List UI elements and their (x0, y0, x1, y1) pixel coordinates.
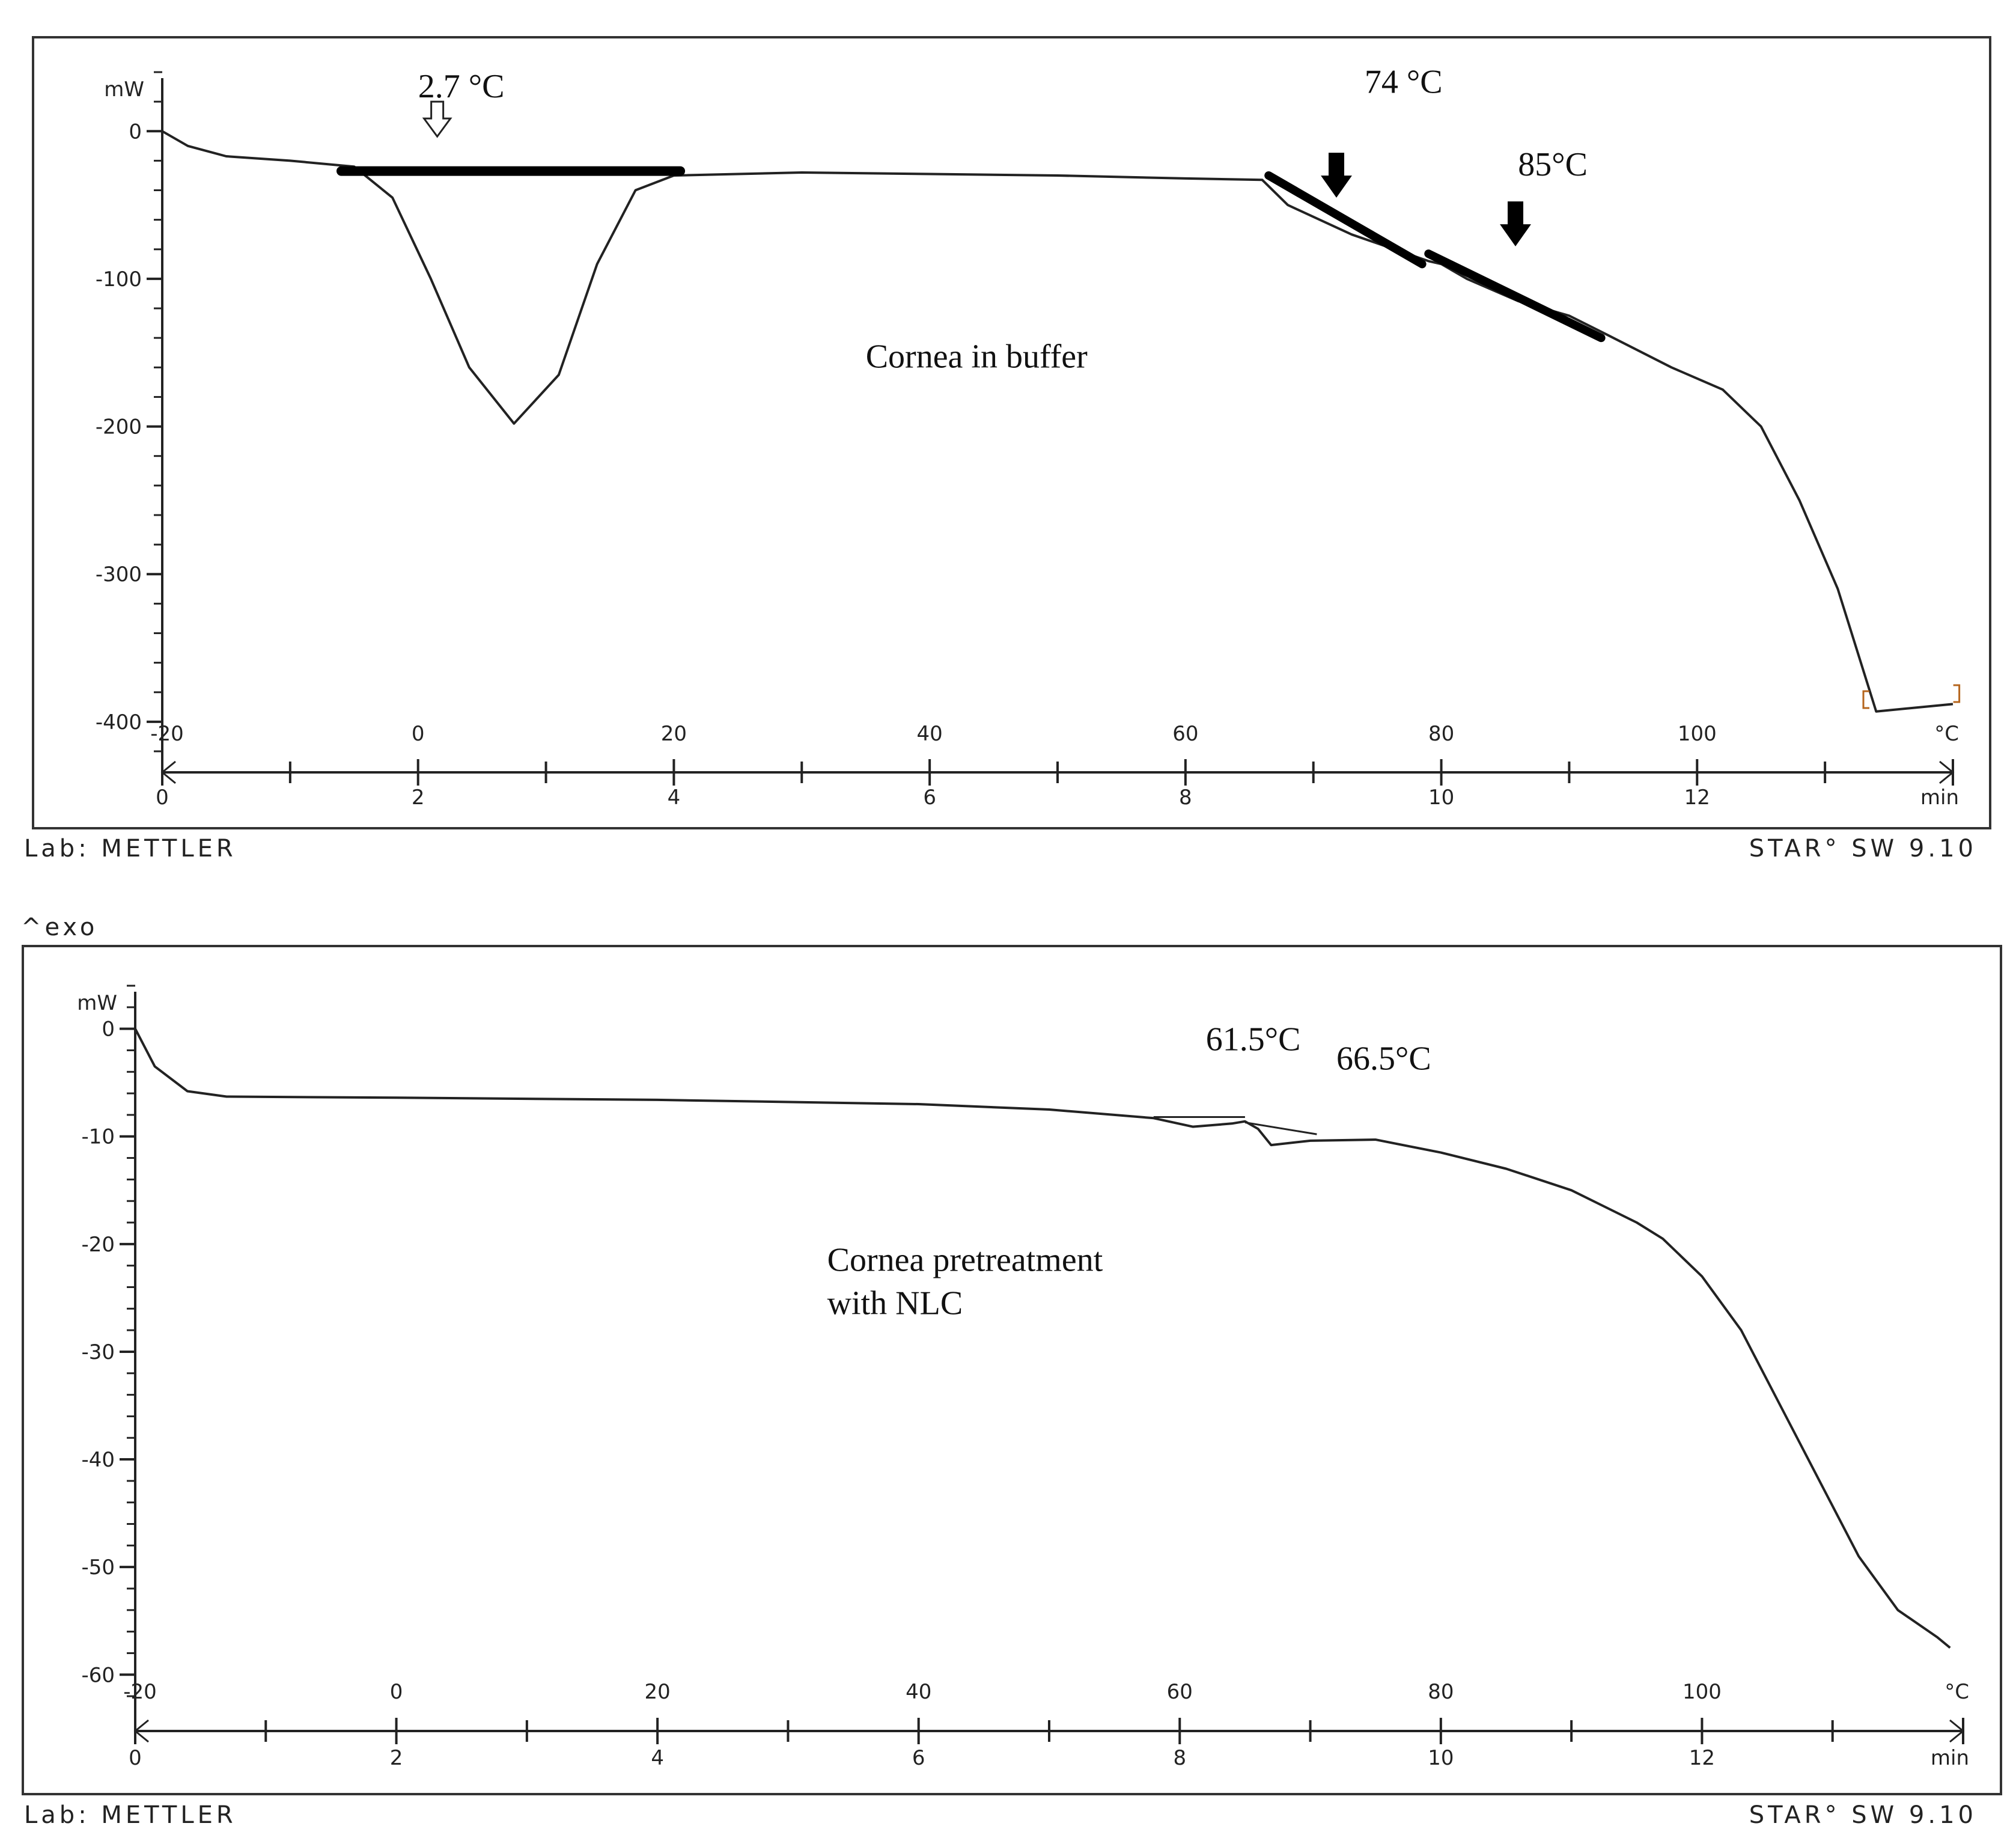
y-tick-label: -20 (81, 1233, 115, 1257)
y-axis-label: mW (104, 78, 144, 102)
temp-tick-label: 100 (1683, 1680, 1722, 1704)
annotation-label: 61.5°C (1206, 1021, 1301, 1058)
onset-tangent-1 (1264, 171, 1427, 269)
y-tick-label: -10 (81, 1125, 115, 1149)
temp-tick-label: 40 (906, 1680, 931, 1704)
temp-tick-label: 20 (661, 722, 687, 746)
x-axis-label: min (1931, 1746, 1969, 1770)
annotation-label: 2.7 °C (418, 68, 505, 105)
temp-tick-label: 0 (390, 1680, 403, 1704)
temp-tick-label: 80 (1428, 722, 1454, 746)
y-tick-label: -60 (81, 1663, 115, 1687)
footer-software: STAR° SW 9.10 (1749, 835, 1977, 863)
y-tick-label: -30 (81, 1340, 115, 1364)
peak-baseline-2 (1244, 1121, 1317, 1135)
y-tick-label: -100 (96, 267, 142, 292)
footer-lab: Lab: METTLER (24, 835, 237, 863)
y-tick-label: 0 (129, 120, 142, 144)
exo-label: ^exo (21, 914, 98, 941)
temp-tick-label: -20 (150, 722, 184, 746)
footer-software: STAR° SW 9.10 (1749, 1801, 1977, 1829)
x-tick-label: 0 (129, 1746, 142, 1770)
x-axis-label: min (1920, 786, 1959, 810)
filled-arrow-icon (1500, 201, 1531, 246)
temp-axis-label: °C (1944, 1680, 1969, 1704)
y-tick-label: -40 (81, 1448, 115, 1472)
annotation-label: 85°C (1518, 146, 1588, 183)
temp-tick-label: 60 (1167, 1680, 1193, 1704)
temp-tick-label: 0 (412, 722, 425, 746)
temp-axis-label: °C (1934, 722, 1959, 746)
x-tick-label: 4 (651, 1746, 664, 1770)
y-axis-label: mW (77, 991, 117, 1015)
temp-tick-label: 100 (1678, 722, 1717, 746)
y-tick-label: 0 (102, 1018, 115, 1042)
x-tick-label: 6 (912, 1746, 925, 1770)
x-tick-label: 8 (1179, 786, 1192, 810)
series-line-0 (162, 130, 1954, 713)
x-tick-label: 8 (1173, 1746, 1186, 1770)
hollow-arrow-icon (422, 100, 452, 138)
x-tick-label: 10 (1428, 1746, 1454, 1770)
onset-tangent-2 (1424, 249, 1606, 343)
annotation-label: with NLC (827, 1284, 963, 1322)
series-line-0 (134, 1028, 1951, 1649)
x-tick-label: 0 (156, 786, 169, 810)
range-bracket-left (1862, 690, 1869, 709)
plot-frame (32, 36, 1991, 829)
x-tick-label: 6 (923, 786, 936, 810)
annotation-label: 66.5°C (1336, 1040, 1431, 1078)
y-tick-label: -50 (81, 1556, 115, 1580)
range-bracket-right (1953, 684, 1961, 703)
temp-tick-label: 80 (1428, 1680, 1454, 1704)
temp-tick-label: -20 (123, 1680, 157, 1704)
temp-tick-label: 60 (1172, 722, 1198, 746)
y-tick-label: -300 (96, 563, 142, 587)
y-tick-label: -400 (96, 710, 142, 734)
annotation-label: Cornea in buffer (866, 338, 1088, 375)
annotation-label: 74 °C (1365, 63, 1443, 100)
x-tick-label: 2 (412, 786, 425, 810)
x-tick-label: 12 (1684, 786, 1710, 810)
x-tick-label: 4 (668, 786, 681, 810)
y-tick-label: -200 (96, 415, 142, 439)
annotation-label: Cornea pretreatment (827, 1242, 1103, 1279)
temp-tick-label: 20 (645, 1680, 671, 1704)
footer-lab: Lab: METTLER (24, 1801, 237, 1829)
x-tick-label: 2 (390, 1746, 403, 1770)
temp-tick-label: 40 (917, 722, 943, 746)
plot-frame (22, 945, 2002, 1795)
x-tick-label: 12 (1689, 1746, 1715, 1770)
x-tick-label: 10 (1428, 786, 1454, 810)
filled-arrow-icon (1321, 153, 1352, 198)
